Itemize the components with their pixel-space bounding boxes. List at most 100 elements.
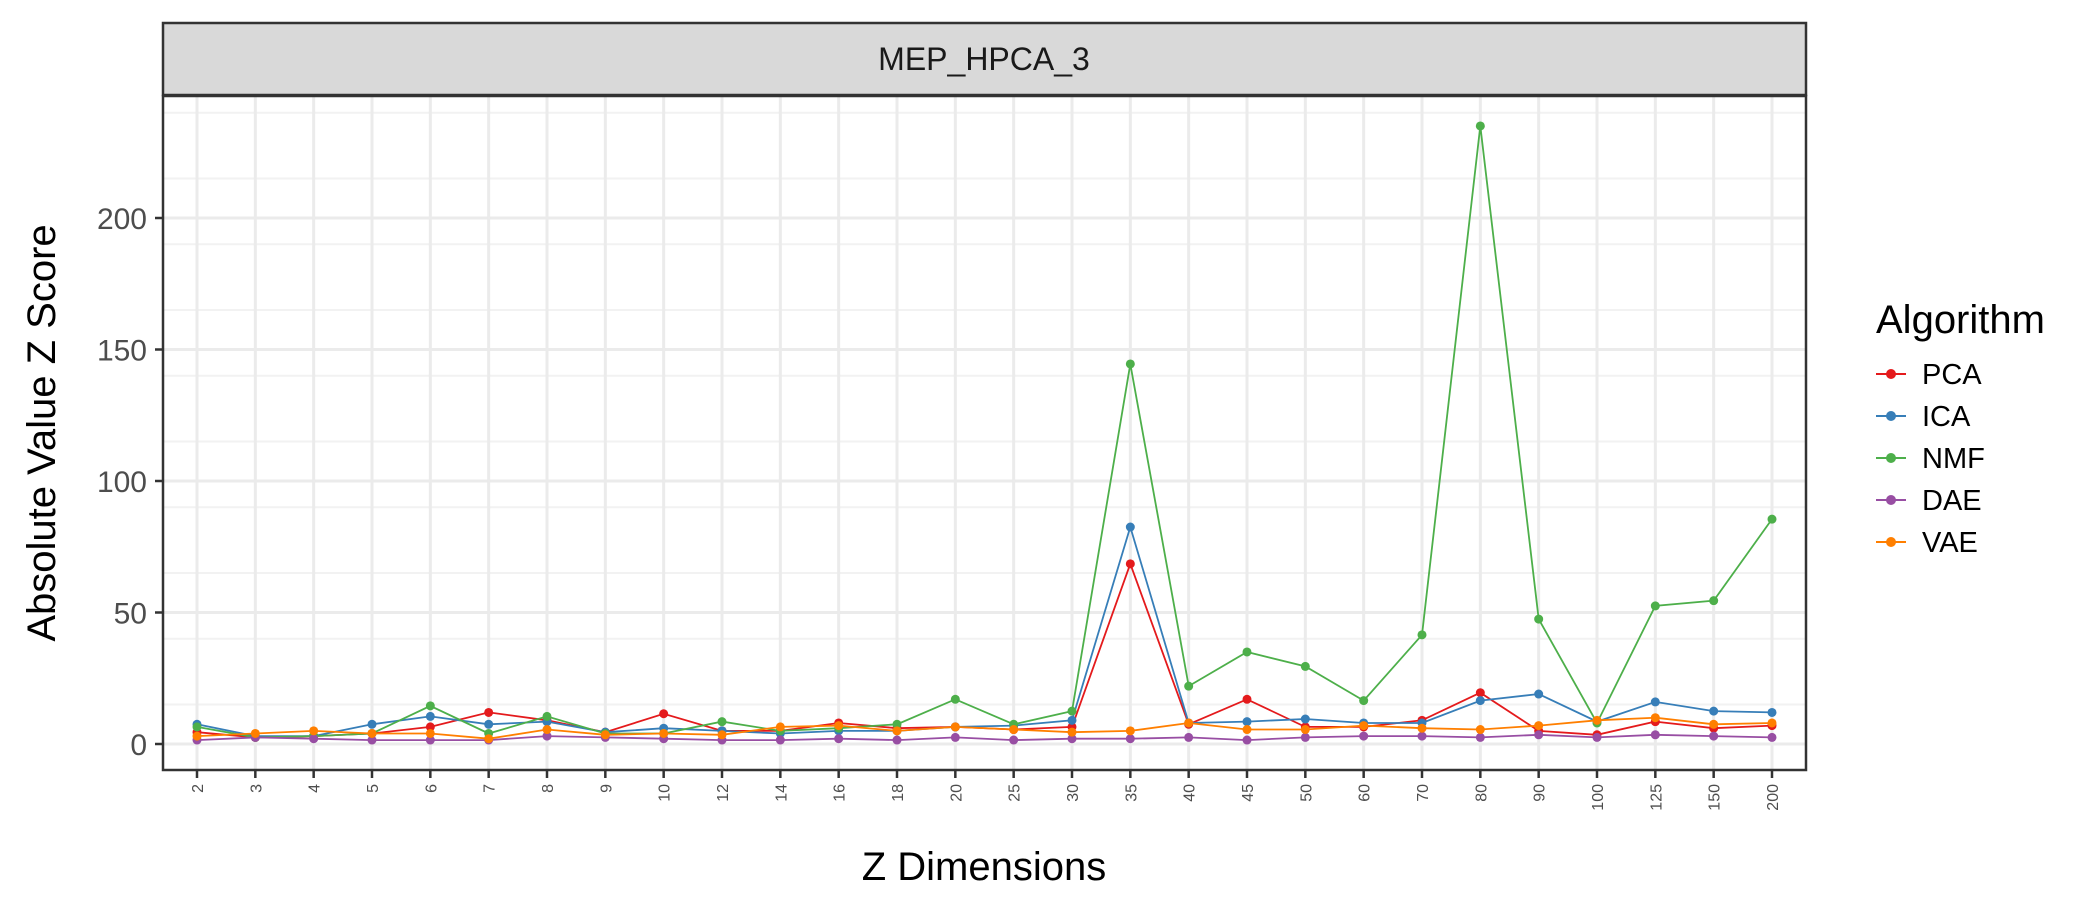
x-axis: 2 3 4 5 6 7 8 9 10 12 14 16 18 20 25 30 35 40 45 50 60 70 80 90… (190, 770, 1782, 811)
data-point-dae (1767, 732, 1777, 742)
legend-key-point (1886, 537, 1896, 547)
y-tick-label: 150 (97, 335, 147, 368)
grid-lines (163, 96, 1806, 770)
data-point-dae (834, 734, 844, 744)
x-axis-title: Z Dimensions (862, 845, 1107, 889)
data-point-dae (950, 732, 960, 742)
x-tick-label: 25 (1007, 784, 1024, 802)
data-point-nmf (1359, 696, 1369, 706)
data-point-vae (1417, 723, 1427, 733)
data-point-vae (600, 730, 610, 740)
x-tick-label: 30 (1065, 784, 1082, 802)
data-point-vae (542, 725, 552, 735)
data-point-nmf (1125, 359, 1135, 369)
legend-label: NMF (1922, 443, 1985, 475)
data-point-nmf (1650, 601, 1660, 611)
legend-label: PCA (1922, 359, 1982, 391)
data-point-dae (1534, 730, 1544, 740)
facet-title: MEP_HPCA_3 (878, 41, 1090, 77)
data-point-nmf (1300, 661, 1310, 671)
x-tick-label: 18 (890, 784, 907, 802)
data-point-nmf (192, 722, 202, 732)
series-dae (192, 730, 1777, 745)
data-point-vae (1534, 721, 1544, 731)
data-point-dae (1417, 731, 1427, 741)
data-point-vae (1475, 725, 1485, 735)
x-tick-label: 150 (1707, 784, 1724, 811)
x-tick-label: 125 (1648, 784, 1665, 811)
x-tick-label: 5 (365, 784, 382, 793)
series-line-nmf (196, 125, 1773, 739)
data-point-pca (1125, 559, 1135, 569)
plot-panel (163, 96, 1806, 770)
data-point-nmf (950, 694, 960, 704)
data-point-vae (192, 731, 202, 741)
data-point-dae (309, 734, 319, 744)
data-point-dae (425, 735, 435, 745)
panel-border (161, 94, 1808, 772)
legend-item-dae: DAE (1876, 485, 1982, 517)
data-point-dae (892, 735, 902, 745)
x-tick-label: 40 (1182, 784, 1199, 802)
data-point-vae (1009, 725, 1019, 735)
x-tick-label: 8 (540, 784, 557, 793)
series-vae (192, 713, 1777, 744)
data-point-nmf (1709, 596, 1719, 606)
legend-item-pca: PCA (1876, 359, 1982, 391)
x-tick-label: 9 (598, 784, 615, 793)
facet-strip (161, 21, 1808, 97)
x-tick-label: 2 (190, 784, 207, 793)
x-tick-label: 12 (715, 784, 732, 802)
data-point-dae (775, 735, 785, 745)
data-point-ica (1067, 715, 1077, 725)
legend-item-vae: VAE (1876, 527, 1978, 559)
y-axis: 0 50 100 150 200 (97, 203, 163, 762)
y-axis-title: Absolute Value Z Score (20, 224, 64, 641)
legend-title: Algorithm (1876, 298, 2045, 342)
data-point-vae (659, 728, 669, 738)
x-tick-label: 70 (1415, 784, 1432, 802)
data-point-vae (309, 726, 319, 736)
x-tick-label: 90 (1532, 784, 1549, 802)
x-tick-label: 100 (1590, 784, 1607, 811)
x-tick-label: 16 (832, 784, 849, 802)
data-point-nmf (717, 717, 727, 727)
data-point-nmf (542, 711, 552, 721)
x-tick-label: 35 (1123, 784, 1140, 802)
data-point-dae (1709, 731, 1719, 741)
x-tick-label: 200 (1765, 784, 1782, 811)
legend-label: ICA (1922, 401, 1971, 433)
data-point-dae (1359, 731, 1369, 741)
data-point-dae (1184, 732, 1194, 742)
x-tick-label: 14 (773, 784, 790, 802)
legend-key-point (1886, 453, 1896, 463)
data-point-ica (425, 711, 435, 721)
data-point-dae (1125, 734, 1135, 744)
legend-key-point (1886, 495, 1896, 505)
data-point-dae (1067, 734, 1077, 744)
data-point-ica (484, 719, 494, 729)
data-point-vae (250, 728, 260, 738)
y-tick-label: 0 (130, 729, 147, 762)
data-point-nmf (425, 701, 435, 711)
data-point-nmf (1067, 706, 1077, 716)
data-point-vae (775, 722, 785, 732)
data-point-nmf (1184, 681, 1194, 691)
data-point-dae (1592, 732, 1602, 742)
y-tick-label: 50 (114, 598, 147, 631)
series-line-dae (196, 733, 1773, 742)
data-point-nmf (1242, 647, 1252, 657)
data-point-dae (367, 735, 377, 745)
legend-label: VAE (1922, 527, 1978, 559)
data-point-vae (1650, 713, 1660, 723)
data-point-pca (425, 722, 435, 732)
data-point-ica (367, 719, 377, 729)
series-line-vae (196, 716, 1773, 740)
data-point-pca (1475, 688, 1485, 698)
data-point-ica (1125, 522, 1135, 532)
data-point-nmf (1767, 514, 1777, 524)
data-point-vae (1067, 727, 1077, 737)
data-point-pca (484, 707, 494, 717)
x-tick-label: 20 (948, 784, 965, 802)
legend-key-point (1886, 411, 1896, 421)
